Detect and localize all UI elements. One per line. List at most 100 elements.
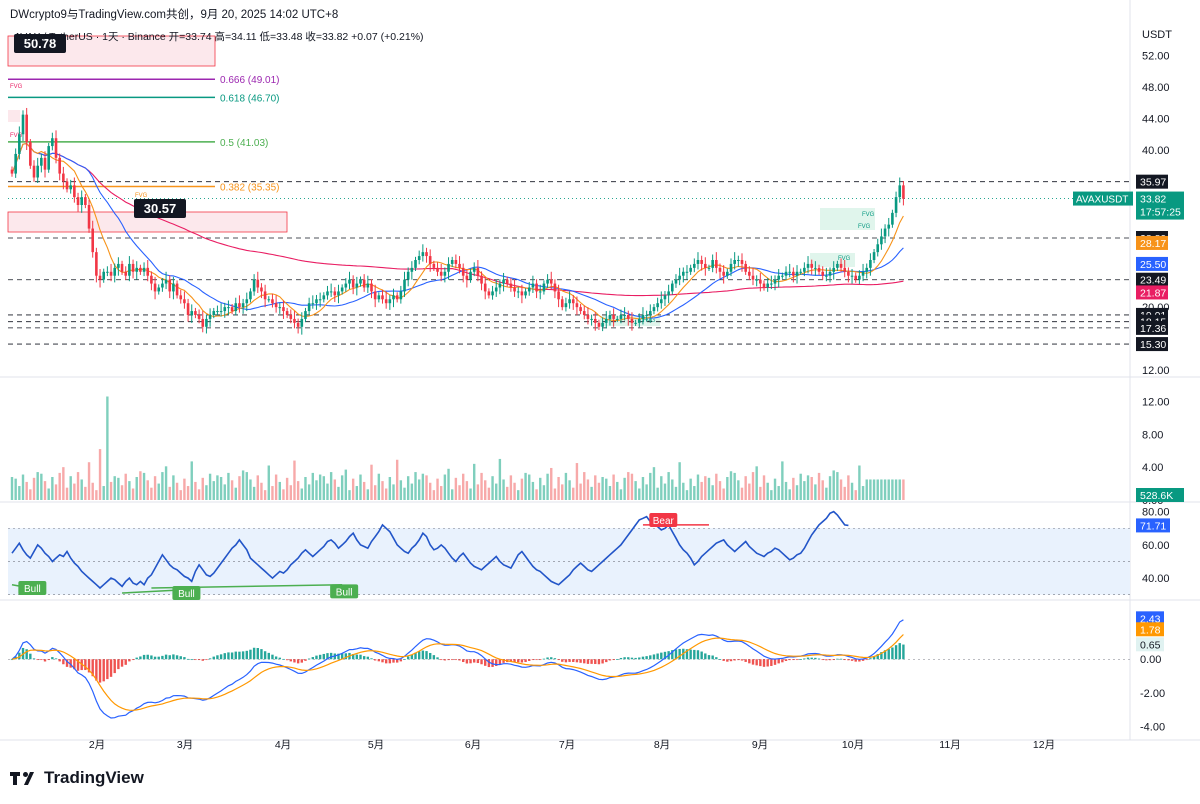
candle-body[interactable] <box>498 283 502 288</box>
candle-body[interactable] <box>428 256 432 264</box>
candle-body[interactable] <box>164 279 168 284</box>
candle-body[interactable] <box>153 283 157 292</box>
candle-body[interactable] <box>847 271 850 276</box>
candle-body[interactable] <box>296 322 300 327</box>
candle-body[interactable] <box>524 291 527 296</box>
candle-body[interactable] <box>502 279 505 284</box>
candle-body[interactable] <box>91 228 95 253</box>
candle-body[interactable] <box>674 279 678 284</box>
candle-body[interactable] <box>678 275 681 280</box>
candle-body[interactable] <box>201 318 205 327</box>
candle-body[interactable] <box>36 165 39 178</box>
candle-body[interactable] <box>527 287 531 292</box>
macd-pane[interactable] <box>8 619 1130 719</box>
candle-body[interactable] <box>417 256 421 260</box>
candle-body[interactable] <box>14 153 17 174</box>
candle-body[interactable] <box>260 287 263 292</box>
candle-body[interactable] <box>788 271 791 273</box>
candle-body[interactable] <box>84 197 87 205</box>
candle-body[interactable] <box>575 303 579 308</box>
candle-body[interactable] <box>454 260 458 264</box>
candle-body[interactable] <box>271 299 274 304</box>
candle-body[interactable] <box>410 267 414 272</box>
candle-body[interactable] <box>516 291 520 293</box>
candle-body[interactable] <box>751 275 755 280</box>
candle-body[interactable] <box>733 260 736 264</box>
candle-body[interactable] <box>799 271 802 273</box>
candle-body[interactable] <box>814 267 817 269</box>
candle-body[interactable] <box>560 299 564 308</box>
candle-body[interactable] <box>476 267 480 276</box>
candle-body[interactable] <box>406 271 410 280</box>
candle-body[interactable] <box>748 271 751 276</box>
candle-body[interactable] <box>344 283 348 288</box>
candle-body[interactable] <box>249 291 252 300</box>
candle-body[interactable] <box>872 252 876 260</box>
candle-body[interactable] <box>175 283 179 296</box>
candle-body[interactable] <box>487 291 491 296</box>
candle-body[interactable] <box>854 275 858 280</box>
candle-body[interactable] <box>399 291 403 300</box>
candle-body[interactable] <box>865 267 869 272</box>
candle-body[interactable] <box>839 263 843 268</box>
candle-body[interactable] <box>109 271 113 276</box>
candle-body[interactable] <box>333 291 337 296</box>
candle-body[interactable] <box>659 299 663 304</box>
candle-body[interactable] <box>300 318 304 327</box>
candle-body[interactable] <box>194 311 197 315</box>
candle-body[interactable] <box>414 260 417 268</box>
candle-body[interactable] <box>436 267 439 272</box>
candle-body[interactable] <box>73 185 76 198</box>
candle-body[interactable] <box>197 315 201 319</box>
candle-body[interactable] <box>836 263 839 268</box>
candle-body[interactable] <box>425 252 428 257</box>
candle-body[interactable] <box>590 318 593 320</box>
candle-body[interactable] <box>557 291 560 300</box>
candle-body[interactable] <box>755 279 758 281</box>
candle-body[interactable] <box>898 185 902 198</box>
candle-body[interactable] <box>403 279 406 292</box>
candle-body[interactable] <box>564 303 568 308</box>
candle-body[interactable] <box>326 291 329 296</box>
candle-body[interactable] <box>274 303 278 308</box>
candle-body[interactable] <box>777 275 780 280</box>
candle-body[interactable] <box>32 165 36 178</box>
candle-body[interactable] <box>245 299 249 304</box>
candle-body[interactable] <box>546 279 549 284</box>
candle-body[interactable] <box>183 299 186 304</box>
candle-body[interactable] <box>135 267 139 272</box>
candle-body[interactable] <box>337 291 340 296</box>
candle-body[interactable] <box>285 311 289 315</box>
candle-body[interactable] <box>505 279 509 284</box>
candle-body[interactable] <box>773 279 777 284</box>
candle-body[interactable] <box>472 267 476 272</box>
candle-body[interactable] <box>223 307 227 312</box>
candle-body[interactable] <box>641 315 645 319</box>
candle-body[interactable] <box>98 275 102 280</box>
candle-body[interactable] <box>146 267 150 276</box>
candle-body[interactable] <box>43 157 47 170</box>
candle-body[interactable] <box>883 228 887 237</box>
candle-body[interactable] <box>252 279 256 292</box>
candle-body[interactable] <box>626 315 630 319</box>
candle-body[interactable] <box>362 279 366 288</box>
candle-body[interactable] <box>803 267 806 272</box>
candle-body[interactable] <box>568 299 571 304</box>
candle-body[interactable] <box>891 212 894 225</box>
candle-body[interactable] <box>608 315 612 319</box>
candle-body[interactable] <box>370 283 373 292</box>
candle-body[interactable] <box>894 197 898 213</box>
candle-body[interactable] <box>795 271 799 276</box>
candle-body[interactable] <box>395 295 399 300</box>
candle-body[interactable] <box>62 173 65 182</box>
candle-body[interactable] <box>392 295 395 300</box>
candle-body[interactable] <box>465 275 469 280</box>
candle-body[interactable] <box>256 279 260 288</box>
candle-body[interactable] <box>329 291 333 293</box>
candle-body[interactable] <box>601 322 604 327</box>
candle-body[interactable] <box>355 283 359 288</box>
candle-body[interactable] <box>637 318 641 323</box>
candle-body[interactable] <box>29 142 32 166</box>
candle-body[interactable] <box>825 275 828 277</box>
candle-body[interactable] <box>205 318 208 327</box>
